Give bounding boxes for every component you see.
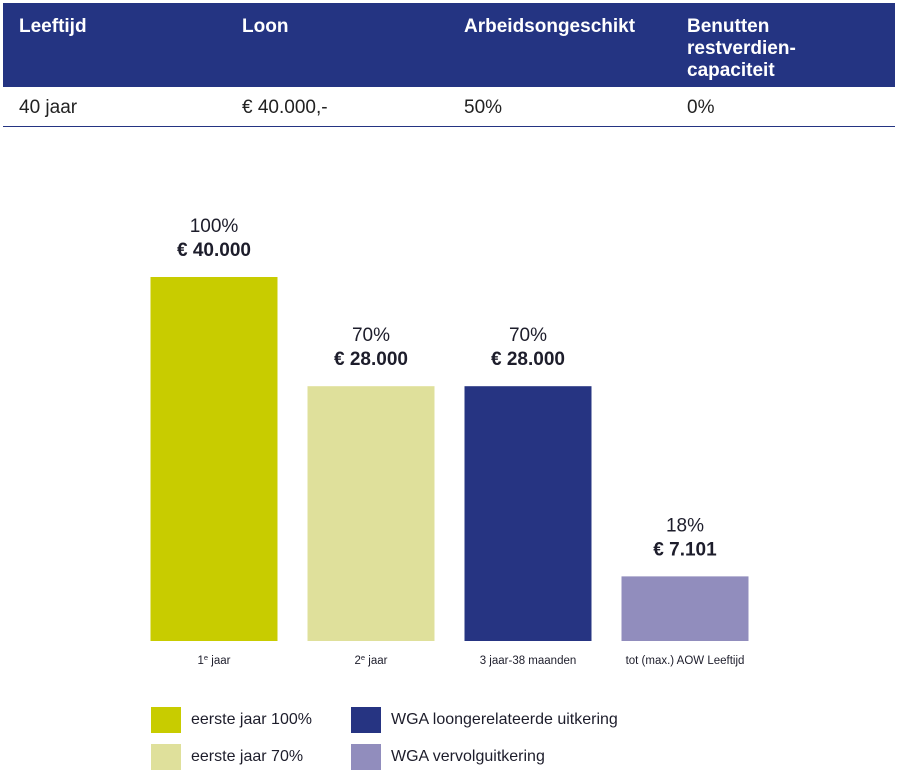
bar-amount-label: € 7.101 (653, 539, 717, 560)
cell-arbeidsongeschikt: 50% (464, 97, 503, 118)
category-label: 1e jaar (198, 653, 231, 667)
header-restverdiencapaciteit: Benutten restverdien-capaciteit (687, 16, 796, 81)
legend-swatch (151, 707, 181, 733)
legend-label: WGA vervolguitkering (391, 748, 545, 765)
header-arbeidsongeschikt: Arbeidsongeschikt (464, 16, 636, 37)
bar-percent-label: 18% (666, 515, 704, 536)
bar-2 (307, 386, 435, 641)
legend-item: eerste jaar 70% (151, 744, 303, 770)
bar-percent-label: 100% (190, 216, 239, 237)
table-row: 40 jaar € 40.000,- 50% 0% (3, 87, 895, 127)
bar-3 (464, 386, 592, 641)
bar-percent-label: 70% (352, 325, 390, 346)
legend-label: eerste jaar 100% (191, 711, 312, 728)
bar-amount-label: € 28.000 (491, 349, 565, 370)
bar-1 (150, 277, 278, 641)
info-table: Leeftijd Loon Arbeidsongeschikt Benutten… (3, 3, 895, 127)
cell-loon: € 40.000,- (242, 97, 328, 118)
bar-amount-label: € 40.000 (177, 240, 251, 261)
legend-item: WGA loongerelateerde uitkering (351, 707, 618, 733)
header-loon: Loon (242, 16, 289, 37)
bar-percent-label: 70% (509, 325, 547, 346)
cell-leeftijd: 40 jaar (19, 97, 78, 118)
legend-item: eerste jaar 100% (151, 707, 312, 733)
bar-4 (621, 576, 749, 641)
legend-label: WGA loongerelateerde uitkering (391, 711, 618, 728)
category-label: 3 jaar-38 maanden (480, 655, 577, 667)
legend-item: WGA vervolguitkering (351, 744, 545, 770)
header-leeftijd: Leeftijd (19, 16, 87, 37)
table-header-row: Leeftijd Loon Arbeidsongeschikt Benutten… (3, 3, 895, 87)
category-label: 2e jaar (355, 653, 388, 667)
cell-restverdiencapaciteit: 0% (687, 97, 715, 118)
legend-swatch (151, 744, 181, 770)
legend-swatch (351, 744, 381, 770)
legend-swatch (351, 707, 381, 733)
category-label: tot (max.) AOW Leeftijd (626, 655, 745, 667)
bar-amount-label: € 28.000 (334, 349, 408, 370)
legend-label: eerste jaar 70% (191, 748, 304, 765)
